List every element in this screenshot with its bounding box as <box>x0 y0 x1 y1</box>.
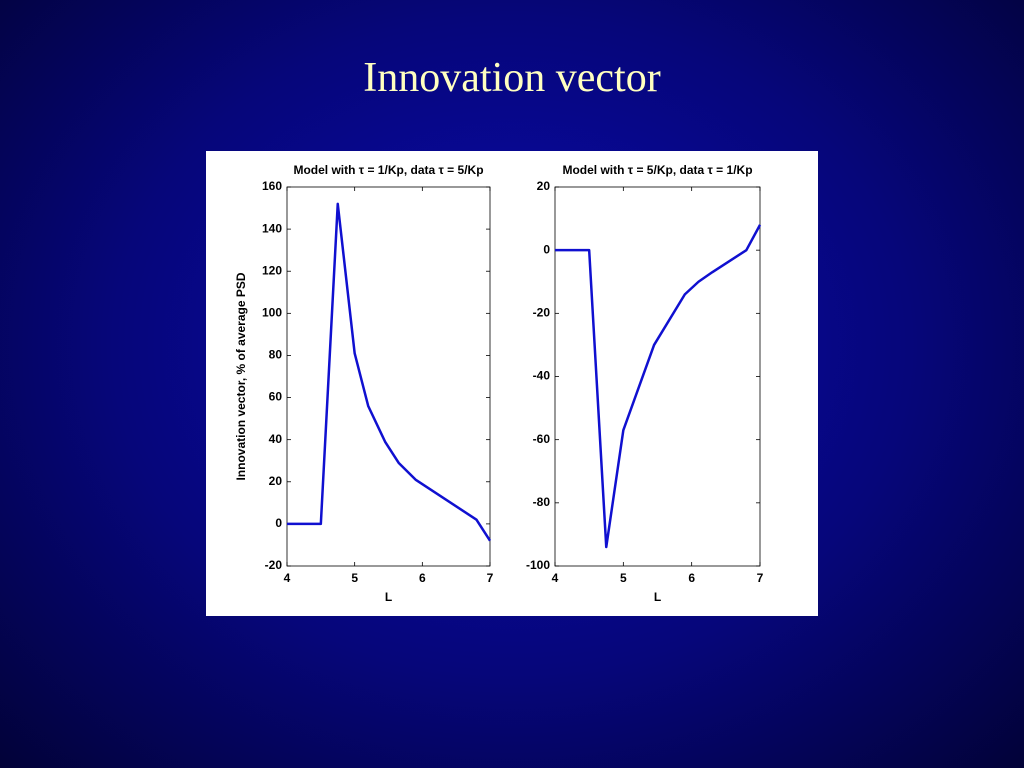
y-tick-label: -20 <box>265 558 283 572</box>
y-axis-label: Innovation vector, % of average PSD <box>234 272 248 480</box>
data-line <box>555 224 762 549</box>
x-tick-label: 6 <box>419 571 426 585</box>
x-axis-label: L <box>654 590 661 604</box>
y-tick-label: 20 <box>269 474 283 488</box>
figure-panel <box>206 151 818 616</box>
y-tick-label: 20 <box>537 179 551 193</box>
x-tick-label: 7 <box>487 571 494 585</box>
y-tick-label: 100 <box>262 306 282 320</box>
x-tick-label: 4 <box>552 571 559 585</box>
chart-title: Model with τ = 1/Kp, data τ = 5/Kp <box>293 163 483 177</box>
y-tick-label: -40 <box>533 369 551 383</box>
y-tick-label: 0 <box>543 242 550 256</box>
x-tick-label: 4 <box>284 571 291 585</box>
y-tick-label: -100 <box>526 558 550 572</box>
y-tick-label: 120 <box>262 263 282 277</box>
y-tick-label: 40 <box>269 432 283 446</box>
data-line <box>287 202 492 542</box>
x-axis-label: L <box>385 590 392 604</box>
y-tick-label: 60 <box>269 390 283 404</box>
x-tick-label: 7 <box>757 571 764 585</box>
y-tick-label: 140 <box>262 221 282 235</box>
y-tick-label: 80 <box>269 348 283 362</box>
y-tick-label: 160 <box>262 179 282 193</box>
y-tick-label: -20 <box>533 306 551 320</box>
slide-title: Innovation vector <box>363 55 661 101</box>
x-tick-label: 6 <box>688 571 695 585</box>
x-tick-label: 5 <box>620 571 627 585</box>
axes-box <box>286 186 491 567</box>
y-tick-label: -80 <box>533 495 551 509</box>
y-tick-label: 0 <box>275 516 282 530</box>
y-tick-label: -60 <box>533 432 551 446</box>
x-tick-label: 5 <box>351 571 358 585</box>
chart-title: Model with τ = 5/Kp, data τ = 1/Kp <box>562 163 752 177</box>
